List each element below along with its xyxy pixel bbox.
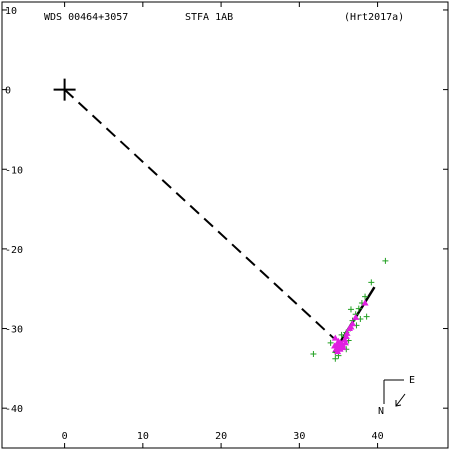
green-plus-point — [310, 351, 317, 358]
magenta-triangle-point — [331, 342, 339, 349]
motion-arrow-shaft — [395, 393, 406, 407]
green-plus-point — [368, 279, 375, 286]
magenta-triangle-point — [347, 323, 355, 330]
header-right: (Hrt2017a) — [344, 12, 404, 23]
x-tick-label: 0 — [62, 431, 68, 442]
compass-north-label: N — [378, 406, 384, 417]
y-tick-label: -10 — [5, 165, 23, 176]
primary-secondary-connector — [63, 88, 337, 341]
magenta-triangle-point — [336, 345, 344, 352]
y-tick-label: -20 — [5, 245, 23, 256]
green-plus-point — [347, 306, 354, 313]
green-plus-point — [363, 313, 370, 320]
magenta-triangle-point — [361, 299, 369, 306]
x-tick-label: 10 — [137, 431, 149, 442]
compass-rose: E N — [378, 375, 415, 417]
magenta-triangle-point — [341, 336, 349, 343]
motion-arrow-head — [395, 400, 402, 407]
green-plus-point — [382, 257, 389, 264]
green-plus-point — [355, 305, 362, 312]
green-plus-point — [332, 355, 339, 362]
magenta-triangle-point — [331, 334, 339, 341]
green-plus-point — [362, 293, 369, 300]
y-tick-label: 0 — [5, 86, 11, 97]
magenta-triangle-point — [341, 339, 349, 346]
magenta-observations — [331, 299, 369, 355]
green-plus-point — [327, 339, 334, 346]
header-left: WDS 00464+3057 — [44, 12, 128, 23]
primary-star-marker — [53, 78, 76, 101]
x-tick-label: 20 — [215, 431, 227, 442]
axis-tick-labels: 0 10 20 30 40 10 0 -10 -20 -30 -40 — [5, 6, 384, 442]
green-plus-point — [338, 331, 345, 338]
y-tick-label: -40 — [5, 404, 23, 415]
magenta-triangle-point — [338, 340, 346, 347]
y-tick-label: -30 — [5, 325, 23, 336]
header-center: STFA 1AB — [185, 12, 233, 23]
x-tick-label: 30 — [293, 431, 305, 442]
magenta-triangle-point — [343, 329, 351, 336]
x-tick-label: 40 — [372, 431, 384, 442]
primary-cross — [53, 78, 76, 101]
magenta-triangle-point — [342, 333, 350, 339]
compass-east-label: E — [409, 375, 415, 386]
magenta-triangle-point — [352, 313, 360, 320]
y-tick-label: 10 — [5, 6, 17, 17]
